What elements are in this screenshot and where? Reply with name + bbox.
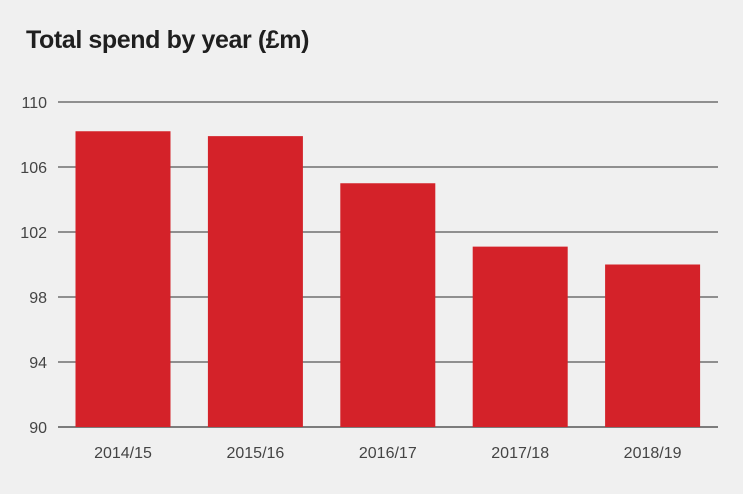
y-tick-label: 110	[21, 95, 47, 112]
y-tick-label: 106	[20, 160, 47, 177]
y-tick-label: 102	[20, 225, 47, 242]
chart-title: Total spend by year (£m)	[26, 26, 310, 54]
x-tick-label: 2014/15	[94, 445, 152, 462]
y-axis-tick-labels: 110 106 102 98 94 90	[20, 95, 47, 437]
x-tick-label: 2018/19	[624, 445, 682, 462]
x-tick-label: 2015/16	[226, 445, 284, 462]
x-axis-tick-labels: 2014/15 2015/16 2016/17 2017/18 2018/19	[94, 445, 682, 462]
y-tick-label: 98	[29, 290, 47, 307]
bar-2018-19	[605, 264, 701, 427]
x-tick-label: 2017/18	[491, 445, 549, 462]
bar-2016-17	[340, 183, 436, 427]
y-tick-label: 94	[29, 355, 47, 372]
x-tick-label: 2016/17	[359, 445, 417, 462]
bar-2015-16	[207, 136, 303, 427]
y-tick-label: 90	[29, 420, 47, 437]
bar-2017-18	[472, 246, 568, 427]
bar-2014-15	[75, 131, 171, 427]
bars	[75, 131, 701, 427]
